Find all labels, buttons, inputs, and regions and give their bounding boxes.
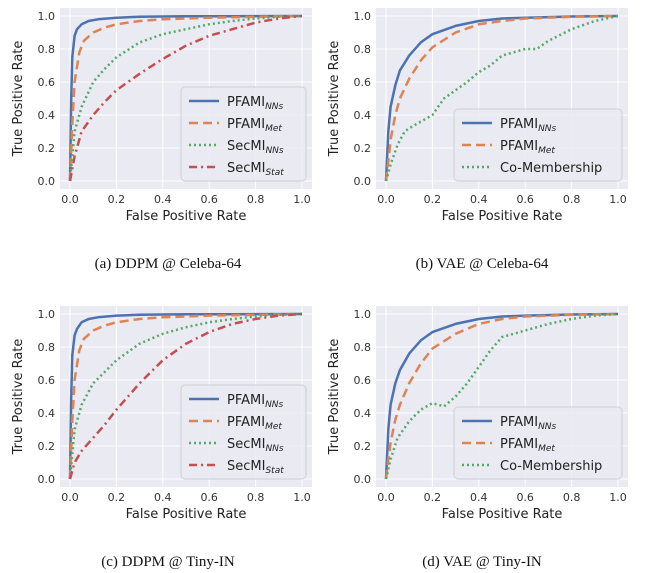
y-tick-label: 0.0	[38, 175, 56, 188]
y-tick-label: 0.6	[38, 76, 56, 89]
y-tick-label: 0.4	[354, 109, 372, 122]
y-tick-label: 0.0	[354, 175, 372, 188]
y-tick-label: 0.2	[354, 142, 372, 155]
x-axis-label: False Positive Rate	[126, 507, 247, 522]
x-tick-label: 0.0	[377, 491, 395, 504]
y-tick-label: 0.8	[354, 341, 372, 354]
legend-box	[180, 86, 307, 182]
x-tick-label: 1.0	[609, 193, 627, 206]
legend-entry: SecMINNs	[227, 437, 284, 454]
x-tick-label: 0.0	[61, 193, 79, 206]
x-axis-label: False Positive Rate	[442, 209, 563, 224]
legend-entry: Co-Membership	[500, 161, 602, 176]
y-tick-label: 0.8	[38, 341, 56, 354]
x-tick-label: 0.8	[247, 491, 265, 504]
x-tick-label: 0.4	[154, 491, 172, 504]
series-line-pfami-met	[384, 312, 619, 480]
x-tick-label: 0.4	[470, 193, 488, 206]
legend: PFAMINNs PFAMIMet Co-Membership	[453, 108, 623, 182]
y-tick-label: 0.6	[38, 374, 56, 387]
y-tick-label: 0.2	[38, 142, 56, 155]
y-tick-label: 1.0	[354, 308, 372, 321]
legend: PFAMINNs PFAMIMet Co-Membership	[453, 406, 623, 480]
panel-caption: (d) VAE @ Tiny-IN	[422, 554, 542, 570]
y-tick-label: 0.2	[38, 440, 56, 453]
y-tick-label: 0.4	[354, 407, 372, 420]
legend-box	[453, 108, 623, 182]
series-line-pfami-met	[68, 14, 303, 182]
legend-entry: SecMINNs	[227, 139, 284, 156]
x-tick-label: 1.0	[293, 193, 311, 206]
y-tick-label: 1.0	[354, 10, 372, 23]
series-line-pfami-met	[68, 312, 303, 480]
legend-box	[453, 406, 623, 480]
x-tick-label: 0.2	[424, 193, 442, 206]
x-tick-label: 1.0	[293, 491, 311, 504]
series-line-pfami-nns	[68, 312, 303, 480]
x-tick-label: 0.4	[154, 193, 172, 206]
x-tick-label: 0.8	[247, 193, 265, 206]
y-tick-label: 1.0	[38, 10, 56, 23]
series-line-pfami-nns	[384, 312, 619, 480]
x-tick-label: 0.6	[516, 193, 534, 206]
panel-caption: (c) DDPM @ Tiny-IN	[101, 554, 235, 570]
y-tick-label: 0.6	[354, 374, 372, 387]
x-tick-label: 1.0	[609, 491, 627, 504]
legend-entry: PFAMINNs	[227, 95, 284, 112]
x-tick-label: 0.8	[563, 491, 581, 504]
x-tick-label: 0.2	[108, 491, 126, 504]
y-tick-label: 0.8	[38, 43, 56, 56]
x-axis-label: False Positive Rate	[126, 209, 247, 224]
chart-panel-2: 0.0 0.2 0.4 0.6 0.8 1.0 0.0 0.2 0.4 0.6 0.8 1.0 Fals…	[327, 8, 628, 272]
legend-entry: PFAMIMet	[227, 415, 282, 432]
y-tick-label: 1.0	[38, 308, 56, 321]
legend-entry: PFAMIMet	[500, 437, 555, 454]
y-axis-label: True Positive Rate	[11, 339, 26, 456]
x-tick-label: 0.6	[200, 491, 218, 504]
x-axis-label: False Positive Rate	[442, 507, 563, 522]
y-axis-label: True Positive Rate	[327, 41, 342, 158]
x-tick-label: 0.4	[470, 491, 488, 504]
y-axis-label: True Positive Rate	[11, 41, 26, 158]
legend: PFAMINNs PFAMIMet SecMINNs SecMIStat	[180, 86, 307, 182]
y-tick-label: 0.0	[354, 473, 372, 486]
series-line-secmi-nns	[68, 14, 303, 182]
panel-caption: (a) DDPM @ Celeba-64	[95, 256, 242, 272]
y-tick-label: 0.0	[38, 473, 56, 486]
y-tick-label: 0.4	[38, 109, 56, 122]
series-line-secmi-nns	[68, 312, 303, 480]
chart-panel-1: 0.0 0.2 0.4 0.6 0.8 1.0 0.0 0.2 0.4 0.6 0.8 1.0 Fals…	[11, 8, 312, 272]
panel-caption: (b) VAE @ Celeba-64	[416, 256, 549, 272]
series-line-pfami-met	[384, 14, 619, 182]
y-tick-label: 0.6	[354, 76, 372, 89]
x-tick-label: 0.6	[516, 491, 534, 504]
legend-entry: PFAMIMet	[500, 139, 555, 156]
series-line-co-membership	[384, 312, 619, 480]
x-tick-label: 0.0	[61, 491, 79, 504]
x-tick-label: 0.0	[377, 193, 395, 206]
chart-panel-4: 0.0 0.2 0.4 0.6 0.8 1.0 0.0 0.2 0.4 0.6 0.8 1.0 Fals…	[327, 306, 628, 570]
legend: PFAMINNs PFAMIMet SecMINNs SecMIStat	[180, 384, 307, 480]
x-tick-label: 0.2	[108, 193, 126, 206]
series-line-secmi-stat	[68, 14, 303, 182]
y-axis-label: True Positive Rate	[327, 339, 342, 456]
y-tick-label: 0.4	[38, 407, 56, 420]
legend-entry: SecMIStat	[227, 161, 284, 178]
x-tick-label: 0.8	[563, 193, 581, 206]
x-tick-label: 0.2	[424, 491, 442, 504]
legend-entry: PFAMINNs	[500, 415, 557, 432]
chart-panel-3: 0.0 0.2 0.4 0.6 0.8 1.0 0.0 0.2 0.4 0.6 0.8 1.0 Fals…	[11, 306, 312, 570]
legend-entry: PFAMINNs	[227, 393, 284, 410]
legend-box	[180, 384, 307, 480]
legend-entry: Co-Membership	[500, 459, 602, 474]
y-tick-label: 0.8	[354, 43, 372, 56]
series-line-pfami-nns	[68, 14, 303, 182]
x-tick-label: 0.6	[200, 193, 218, 206]
legend-entry: PFAMIMet	[227, 117, 282, 134]
y-tick-label: 0.2	[354, 440, 372, 453]
legend-entry: SecMIStat	[227, 459, 284, 476]
legend-entry: PFAMINNs	[500, 117, 557, 134]
